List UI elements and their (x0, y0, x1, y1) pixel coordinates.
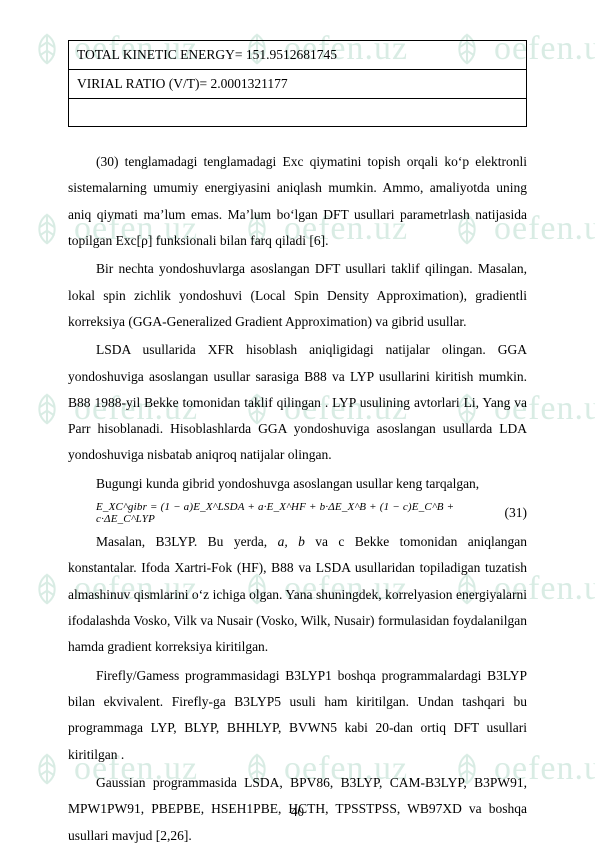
table-row: TOTAL KINETIC ENERGY= 151.9512681745 (69, 41, 527, 70)
page-content: TOTAL KINETIC ENERGY= 151.9512681745 VIR… (0, 0, 595, 849)
equation: E_XC^gibr = (1 − a)E_X^LSDA + a·E_X^HF +… (96, 501, 465, 525)
table-row: VIRIAL RATIO (V/T)= 2.0001321177 (69, 70, 527, 99)
equation-line: E_XC^gibr = (1 − a)E_X^LSDA + a·E_X^HF +… (96, 501, 527, 525)
paragraph: Bugungi kunda gibrid yondoshuvga asoslan… (68, 471, 527, 497)
equation-number: (31) (505, 505, 528, 521)
table-row (69, 99, 527, 127)
paragraph: Bir nechta yondoshuvlarga asoslangan DFT… (68, 256, 527, 335)
paragraph: LSDA usullarida XFR hisoblash aniqligida… (68, 337, 527, 469)
paragraph: Gaussian programmasida LSDA, BPV86, B3LY… (68, 770, 527, 849)
paragraph: Firefly/Gamess programmasidagi B3LYP1 bo… (68, 663, 527, 768)
paragraph: (30) tenglamadagi tenglamadagi Exc qiyma… (68, 149, 527, 254)
energy-table: TOTAL KINETIC ENERGY= 151.9512681745 VIR… (68, 40, 527, 127)
paragraph: Masalan, B3LYP. Bu yerda, a, b va c Bekk… (68, 529, 527, 661)
